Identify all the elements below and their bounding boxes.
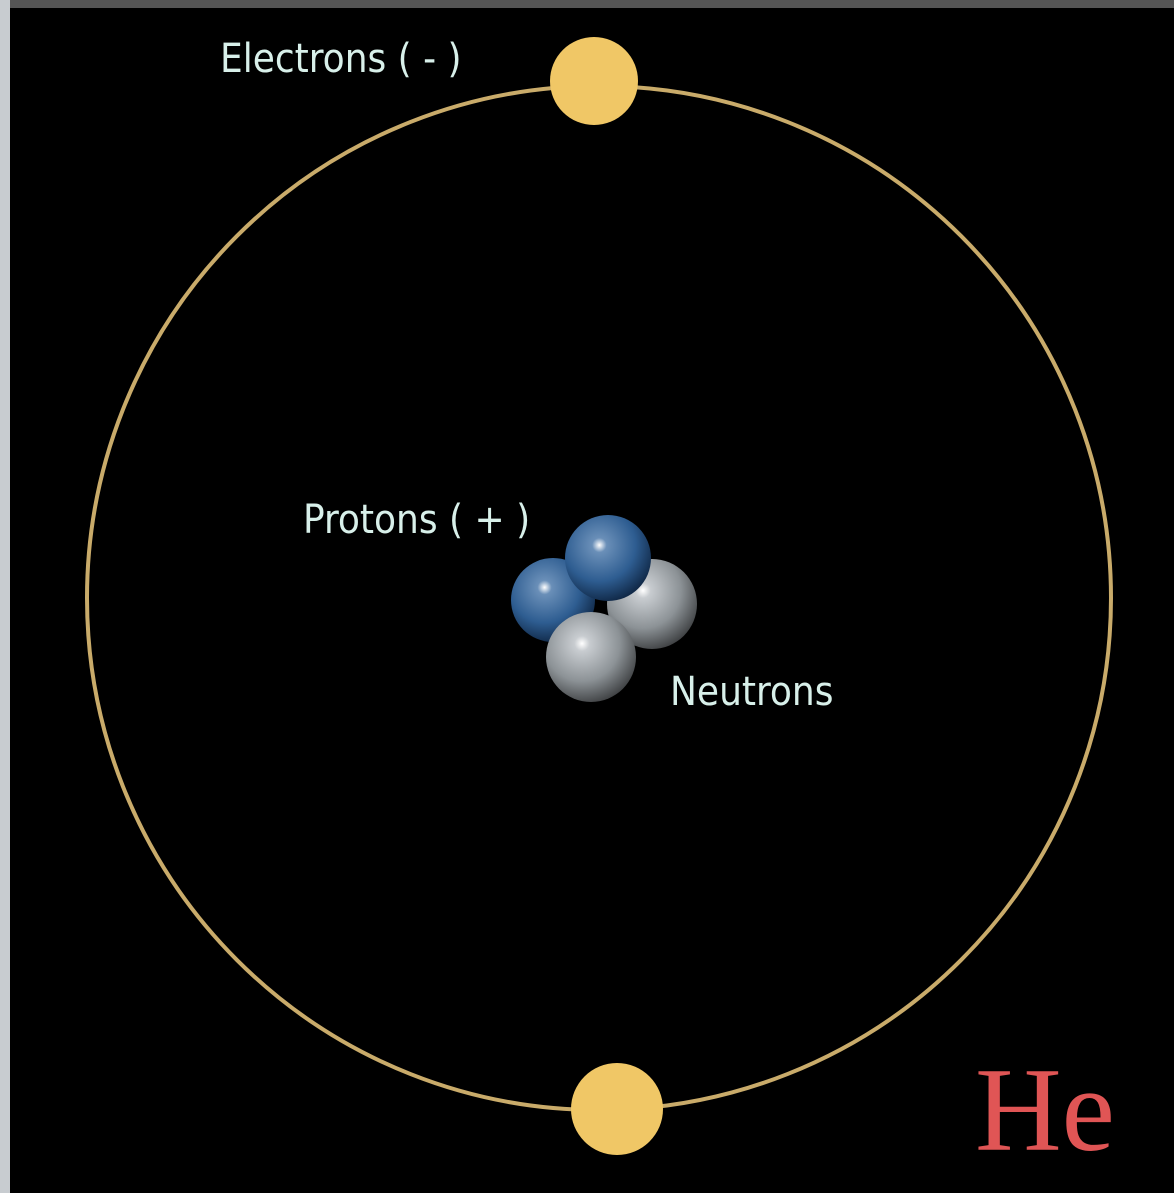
proton: [565, 515, 651, 601]
neutrons-label: Neutrons: [670, 669, 833, 715]
neutron: [546, 612, 636, 702]
electrons-label: Electrons ( - ): [220, 36, 462, 82]
left-border: [0, 0, 10, 1193]
element-symbol: He: [975, 1043, 1115, 1176]
electron: [550, 37, 638, 125]
electron: [571, 1063, 663, 1155]
page: Electrons ( - ) Protons ( + ) Neutrons H…: [0, 0, 1174, 1193]
top-border: [0, 0, 1174, 8]
protons-label: Protons ( + ): [303, 497, 530, 543]
atom-diagram: Electrons ( - ) Protons ( + ) Neutrons H…: [0, 0, 1174, 1193]
